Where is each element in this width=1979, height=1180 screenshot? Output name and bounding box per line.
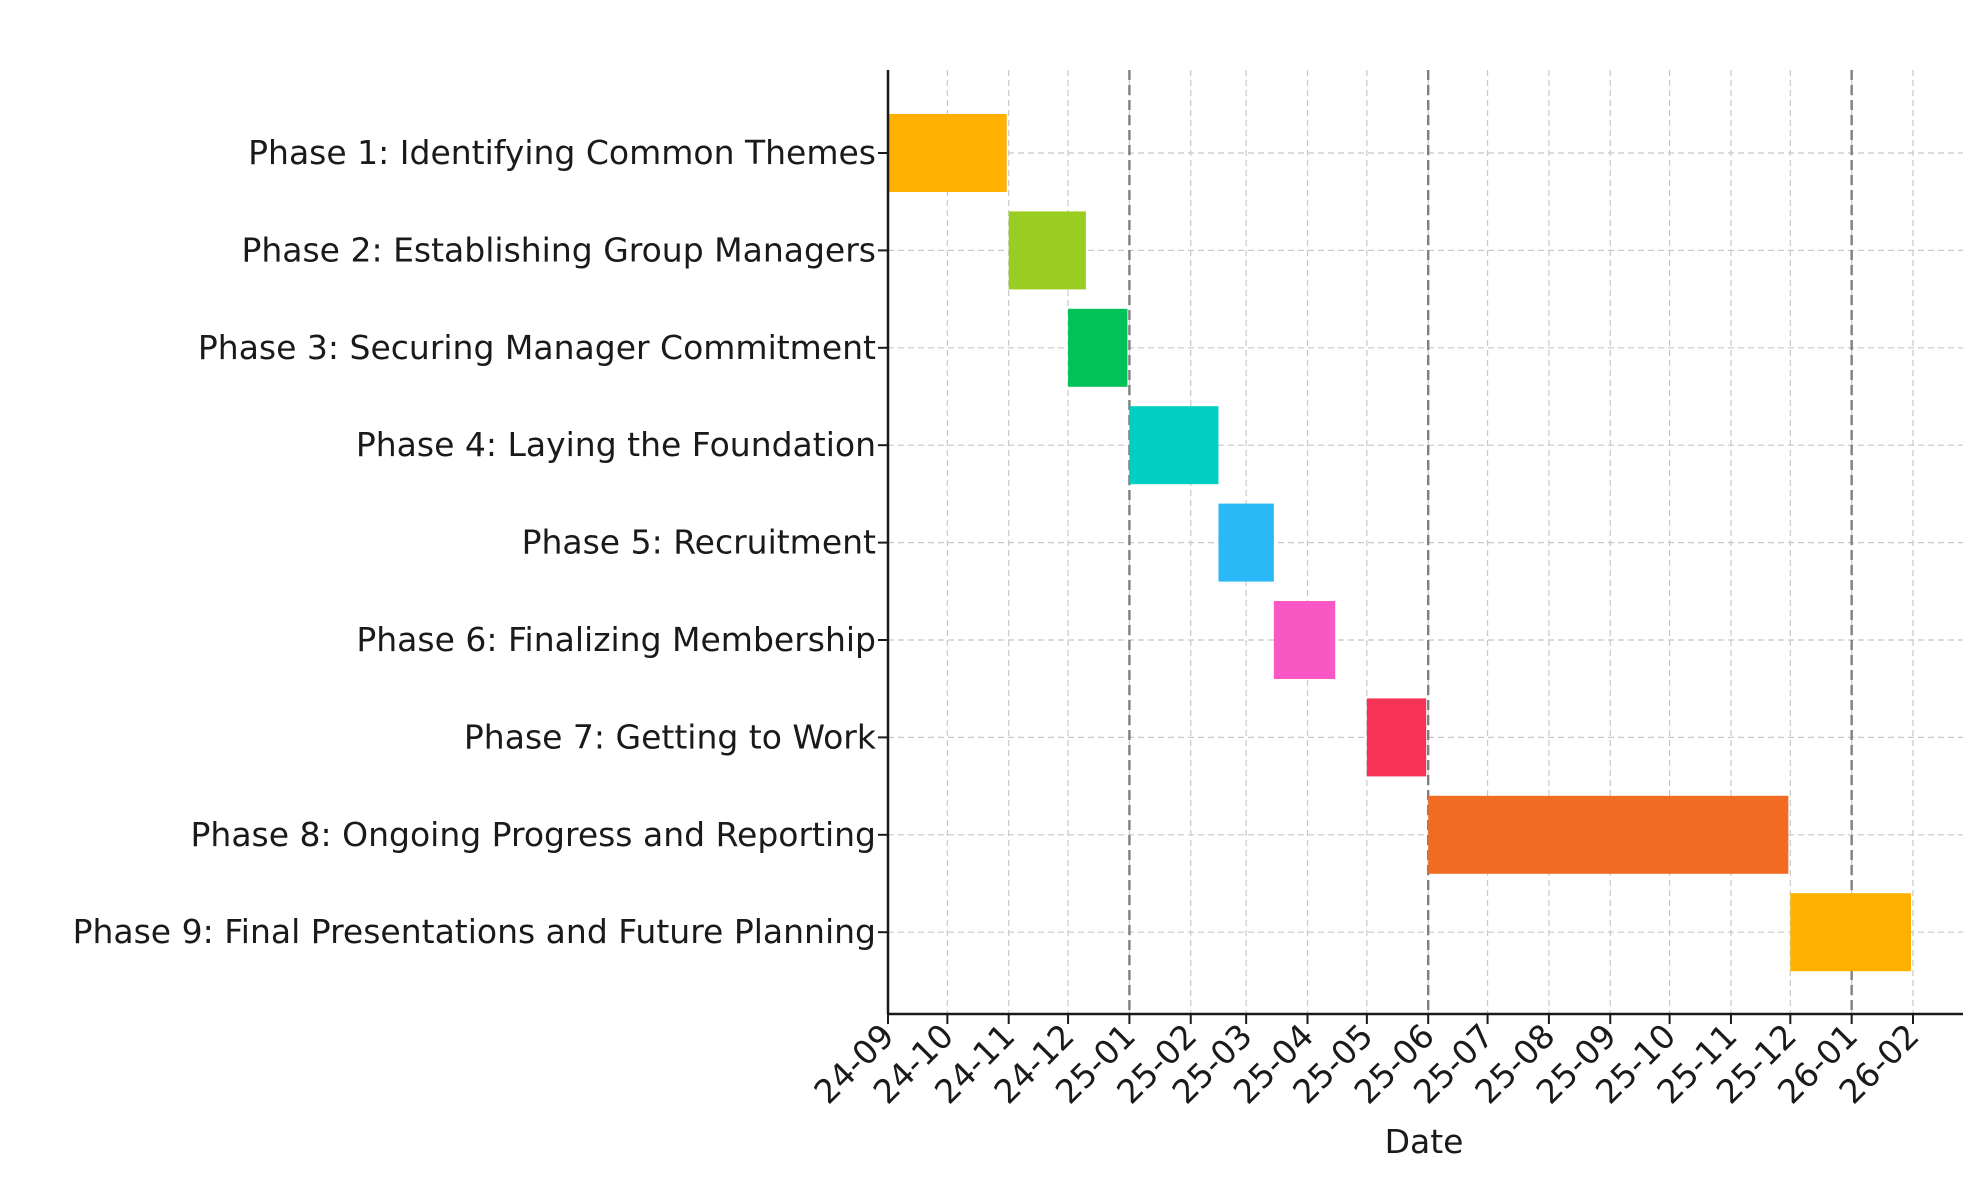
task-bar [1008, 211, 1086, 290]
task-label: Phase 5: Recruitment [522, 523, 876, 562]
task-bar [1129, 406, 1219, 485]
x-axis-label: Date [1385, 1122, 1464, 1161]
task-bar [1068, 308, 1128, 387]
task-label: Phase 3: Securing Manager Commitment [198, 328, 876, 367]
task-bar [1366, 698, 1427, 777]
axes [878, 70, 1963, 1024]
task-bar [1428, 795, 1789, 874]
task-label: Phase 1: Identifying Common Themes [248, 133, 876, 172]
task-label: Phase 9: Final Presentations and Future … [73, 912, 876, 951]
task-label: Phase 6: Finalizing Membership [356, 620, 876, 659]
task-bar [1273, 601, 1336, 679]
task-bar [1790, 893, 1912, 972]
task-label: Phase 4: Laying the Foundation [356, 425, 876, 464]
x-tick-labels: 24-0924-1024-1124-1225-0125-0225-0325-04… [806, 1016, 1926, 1111]
task-label: Phase 2: Establishing Group Managers [241, 230, 876, 269]
task-bar [888, 114, 1007, 192]
task-bars [888, 114, 1912, 972]
y-tick-labels: Phase 1: Identifying Common Themes Phase … [73, 133, 877, 951]
task-label: Phase 8: Ongoing Progress and Reporting [191, 815, 877, 854]
task-bar [1218, 503, 1274, 582]
task-label: Phase 7: Getting to Work [464, 717, 877, 756]
